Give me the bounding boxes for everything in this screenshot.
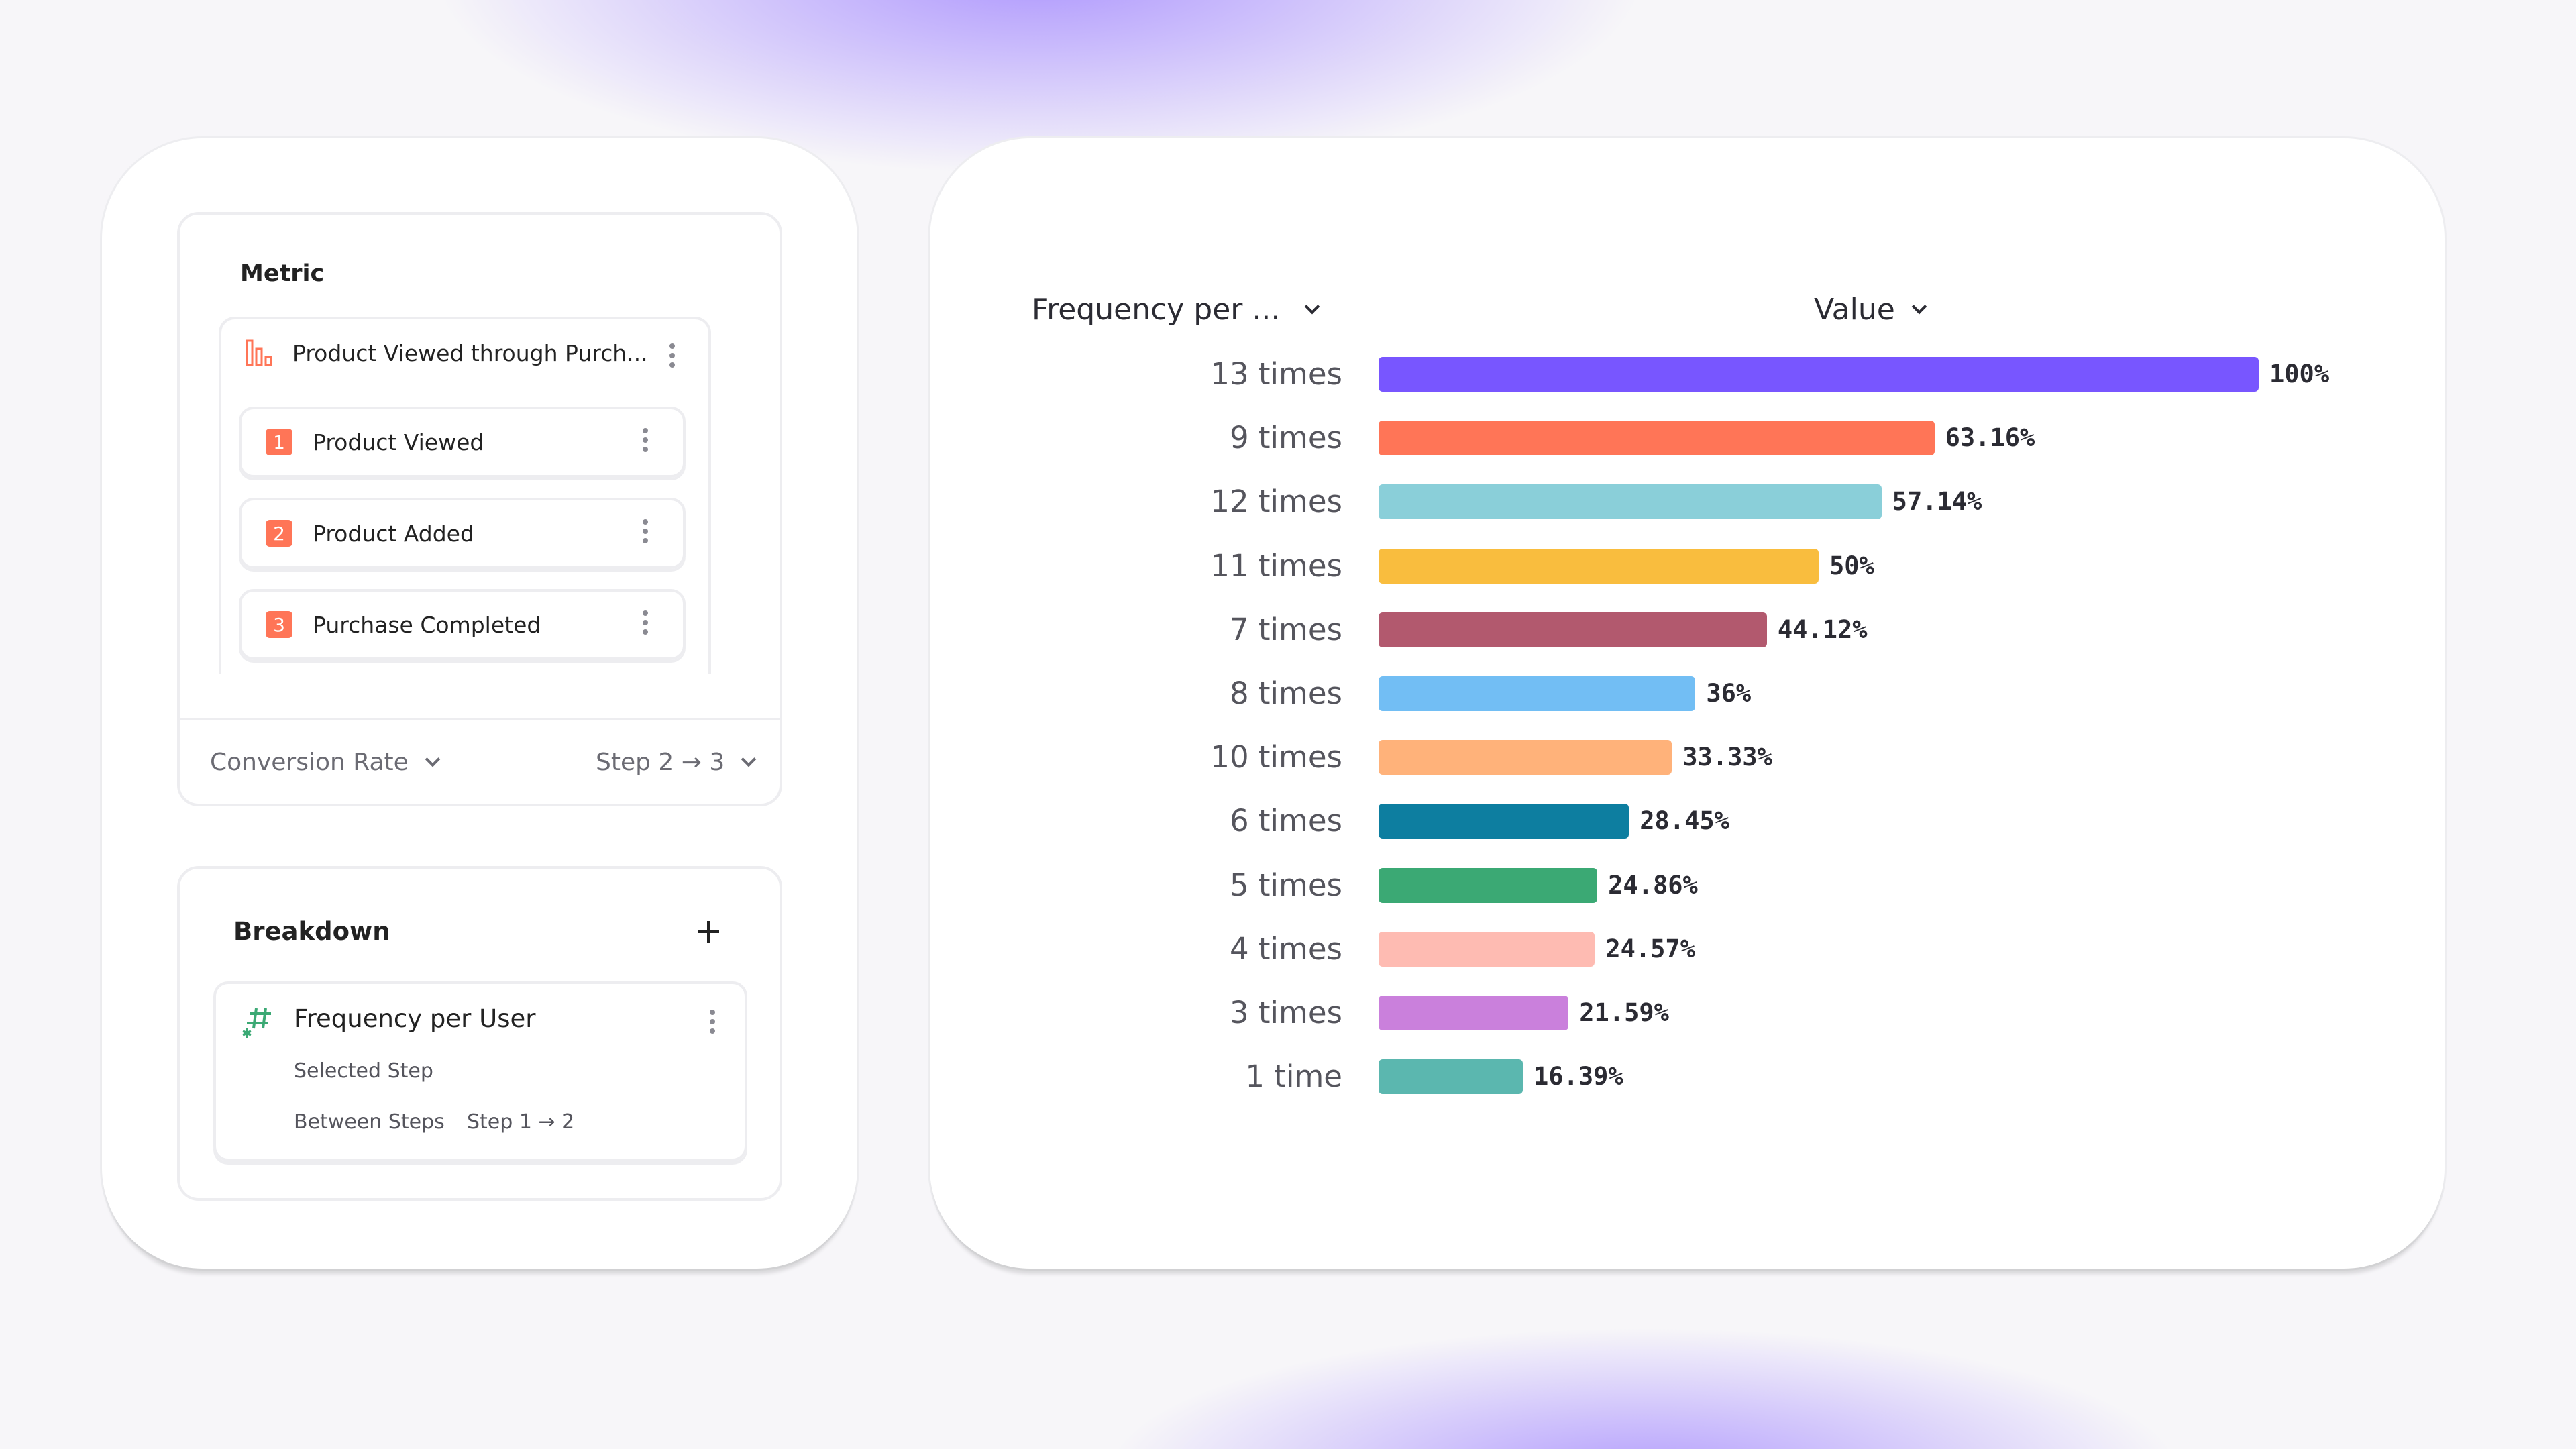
category-label: 8 times [1229,676,1342,711]
category-label: 7 times [1229,611,1342,647]
category-label: 10 times [1210,739,1342,775]
bar[interactable] [1379,931,1595,967]
chevron-down-icon [741,751,757,767]
bar[interactable] [1379,357,2259,392]
chart-row[interactable]: 4 times 24.57% [930,930,2445,968]
step-number-badge: 3 [266,611,292,638]
step-menu-icon[interactable] [643,428,648,456]
step-range-dropdown[interactable]: Step 2 → 3 [596,749,757,776]
data-label: 21.59% [1579,998,1669,1027]
value-label: Value [1814,292,1895,327]
funnel-name: Product Viewed through Purch... [292,339,648,366]
category-label: 13 times [1210,356,1342,392]
step-label: Product Viewed [313,429,484,455]
bar[interactable] [1379,867,1598,903]
bar[interactable] [1379,740,1672,775]
metric-title: Metric [240,260,325,287]
data-label: 44.12% [1777,614,1868,644]
breakdown-section: Breakdown Frequency per User Selected St… [177,866,782,1201]
chart-row[interactable]: 8 times 36% [930,675,2445,712]
chart-row[interactable]: 7 times 44.12% [930,611,2445,649]
step-label: Purchase Completed [313,611,541,638]
divider [180,718,780,720]
hash-icon [242,1008,271,1038]
step-menu-icon[interactable] [643,610,648,639]
chart-row[interactable]: 12 times 57.14% [930,483,2445,521]
data-label: 24.57% [1605,934,1695,963]
category-label: 9 times [1229,420,1342,456]
chart-row[interactable]: 6 times 28.45% [930,802,2445,840]
bar[interactable] [1379,1059,1523,1095]
data-label: 50% [1829,551,1874,580]
measure-dropdown[interactable]: Conversion Rate [210,749,441,776]
measure-label: Conversion Rate [210,749,409,776]
data-label: 57.14% [1892,487,1982,517]
data-label: 33.33% [1682,743,1772,772]
data-label: 16.39% [1534,1062,1623,1091]
selected-step-label: Selected Step [294,1059,433,1083]
category-label: 5 times [1229,867,1342,903]
funnel-container: Product Viewed through Purch... 1 Produc… [219,317,711,674]
data-label: 36% [1706,679,1752,708]
chart-row[interactable]: 3 times 21.59% [930,994,2445,1032]
step-number-badge: 2 [266,520,292,547]
bar[interactable] [1379,996,1569,1030]
data-label: 28.45% [1640,806,1729,836]
query-builder-panel: Metric Product Viewed through Purch... 1… [102,138,857,1269]
breakdown-title: Breakdown [233,917,390,946]
category-label: 11 times [1210,547,1342,584]
bar[interactable] [1379,804,1629,839]
chart-row[interactable]: 11 times 50% [930,547,2445,585]
breakdown-property-card[interactable]: Frequency per User Selected Step Between… [213,981,747,1161]
funnel-step[interactable]: 3 Purchase Completed [239,589,686,660]
step-label: Product Added [313,520,474,547]
category-label: 4 times [1229,930,1342,967]
data-label: 24.86% [1608,870,1698,900]
chevron-down-icon [425,751,441,767]
step-range-label: Step 2 → 3 [596,749,725,776]
chart-row[interactable]: 5 times 24.86% [930,867,2445,904]
bar[interactable] [1379,421,1935,456]
chevron-down-icon [1911,299,1927,314]
bar[interactable] [1379,484,1882,520]
chart-panel: Frequency per ... Value 13 times 100% 9 ti… [930,138,2445,1269]
data-label: 100% [2269,360,2330,388]
category-label: 12 times [1210,484,1342,520]
breakdown-property-name: Frequency per User [294,1004,536,1033]
chart-row[interactable]: 13 times 100% [930,356,2445,393]
chart-row[interactable]: 1 time 16.39% [930,1058,2445,1095]
bar[interactable] [1379,548,1819,584]
bar[interactable] [1379,676,1696,711]
step-menu-icon[interactable] [643,519,648,547]
category-label: 3 times [1229,995,1342,1030]
category-label: 6 times [1229,803,1342,839]
chart-row[interactable]: 10 times 33.33% [930,739,2445,776]
group-by-label: Frequency per ... [1032,292,1281,327]
metric-section: Metric Product Viewed through Purch... 1… [177,212,782,806]
group-by-column-header[interactable]: Frequency per ... [1032,292,1320,327]
between-steps-label: Between Steps [294,1110,445,1134]
step-number-badge: 1 [266,429,292,455]
value-column-header[interactable]: Value [1814,292,1927,327]
between-steps-value[interactable]: Step 1 → 2 [467,1110,575,1134]
data-label: 63.16% [1945,423,2035,453]
chart-row[interactable]: 9 times 63.16% [930,419,2445,457]
category-label: 1 time [1245,1059,1342,1095]
plus-icon[interactable] [696,920,720,944]
funnel-step[interactable]: 2 Product Added [239,498,686,569]
funnel-bars-icon [246,339,272,366]
property-menu-icon[interactable] [710,1010,715,1038]
chevron-down-icon [1305,299,1320,314]
funnel-step[interactable]: 1 Product Viewed [239,407,686,478]
funnel-header[interactable]: Product Viewed through Purch... [246,339,648,366]
funnel-menu-icon[interactable] [669,343,675,372]
bar[interactable] [1379,612,1767,647]
